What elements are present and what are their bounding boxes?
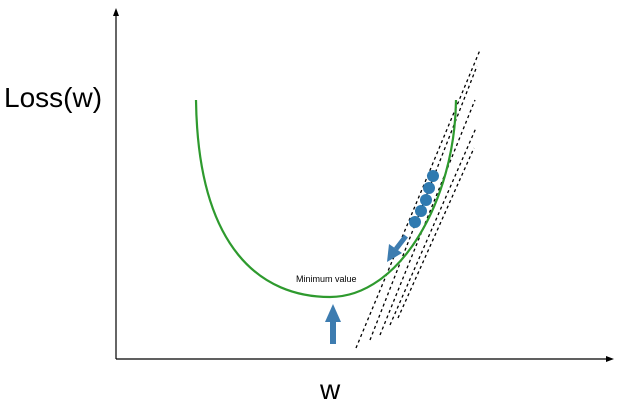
y-axis-arrowhead <box>113 8 119 16</box>
x-axis-arrowhead <box>606 356 614 362</box>
x-axis-label: w <box>320 374 341 405</box>
tangent-line <box>397 147 475 319</box>
descent-point <box>409 216 421 228</box>
descent-point <box>423 182 435 194</box>
descent-point <box>415 205 427 217</box>
tangent-line <box>379 99 476 336</box>
axes <box>113 8 614 362</box>
descent-direction-arrow <box>387 234 408 262</box>
descent-point <box>420 194 432 206</box>
descent-point <box>427 170 439 182</box>
tangent-lines <box>355 49 481 349</box>
tangent-line <box>355 49 481 349</box>
tangent-line <box>389 127 477 326</box>
y-axis-label: Loss(w) <box>4 82 103 113</box>
loss-curve <box>194 99 458 299</box>
minimum-indicator-arrow <box>325 304 341 344</box>
tangent-line <box>369 65 478 341</box>
descent-points <box>409 170 439 228</box>
minimum-value-label: Minimum value <box>296 274 357 284</box>
